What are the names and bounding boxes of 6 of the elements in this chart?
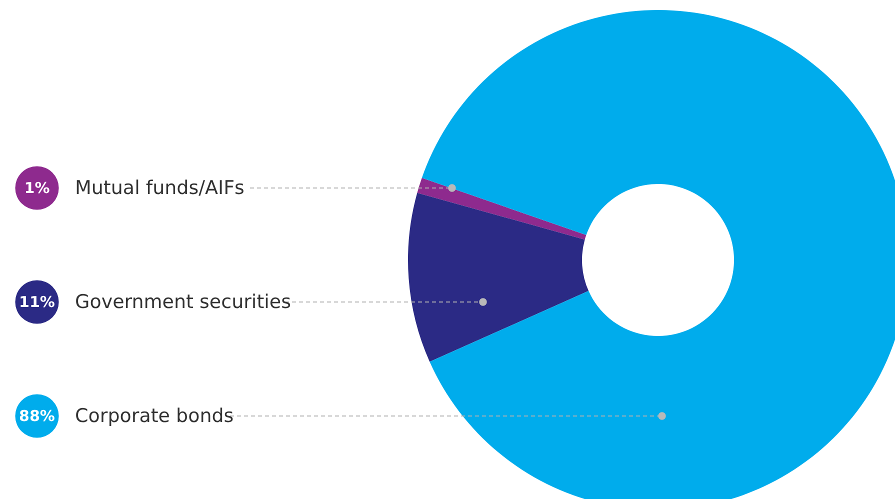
data-label: 11% [19,293,55,311]
legend-label: Government securities [75,291,292,313]
data-label: 88% [19,407,55,425]
data-label: 1% [24,179,50,197]
legend-label: Corporate bonds [75,405,234,427]
legend-label: Mutual funds/AIFs [75,177,244,199]
